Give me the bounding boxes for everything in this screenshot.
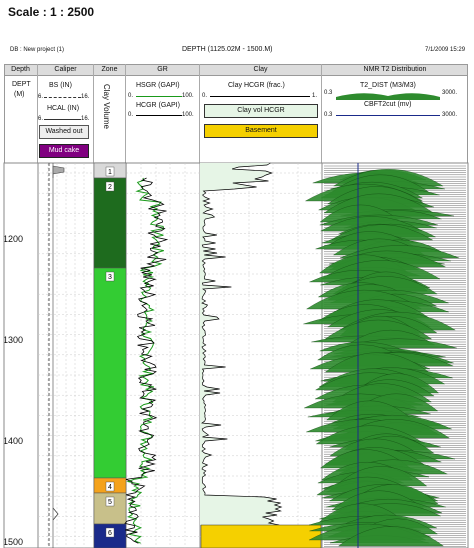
- zone-label-2: 2: [108, 184, 112, 191]
- clay-curves: [200, 162, 322, 548]
- track-title-depth[interactable]: Depth: [4, 64, 38, 76]
- hsgr-max: 100.: [182, 93, 194, 99]
- track-header-bar: [4, 64, 468, 76]
- t2-max: 3000.: [442, 90, 458, 96]
- track-title-zone[interactable]: Zone: [94, 64, 126, 76]
- date-label: 7/1/2009 15:29: [425, 47, 466, 53]
- bs-line: [44, 97, 81, 98]
- hsgr-line: [136, 96, 182, 97]
- scale-label: Scale : 1 : 2500: [8, 5, 95, 19]
- zone-band-2: [93, 177, 127, 269]
- depth-range-label: DEPTH (1125.02M - 1500.M): [182, 46, 273, 53]
- zone-band-3: [93, 267, 127, 479]
- database-label: DB : New project (1): [10, 47, 65, 53]
- zone-label-3: 3: [108, 274, 112, 281]
- zone-column: 1 2 3 4 5 6: [93, 162, 127, 548]
- depth-tick-1200: 1200: [3, 234, 24, 244]
- caliper-curves: [48, 163, 65, 548]
- bs-label: BS (IN): [49, 82, 72, 89]
- basement-fill: [200, 524, 322, 548]
- mud-cake-legend[interactable]: Mud cake: [39, 144, 89, 158]
- clay-max: 1.: [312, 93, 318, 99]
- clay-volume-label: Clay Volume: [102, 84, 111, 129]
- hcgr-label: HCGR (GAPI): [136, 102, 180, 109]
- clay-header-panel: Clay HCGR (frac.) 0. 1. Clay vol HCGR Ba…: [200, 76, 322, 163]
- basement-legend[interactable]: Basement: [204, 124, 318, 138]
- hcgr-max: 100.: [182, 112, 194, 118]
- depth-header-panel: DEPT (M): [4, 76, 38, 163]
- hcal-label: HCAL (IN): [47, 105, 80, 112]
- depth-tick-1300: 1300: [3, 335, 24, 345]
- caliper-header-panel: BS (IN) 6. 16. HCAL (IN) 6. 16. Washed o…: [38, 76, 94, 163]
- clay-hcgr-line: [210, 96, 310, 97]
- depth-curve-label: DEPT: [12, 81, 31, 88]
- track-title-caliper[interactable]: Caliper: [38, 64, 94, 76]
- clay-vol-legend[interactable]: Clay vol HCGR: [204, 104, 318, 118]
- hcgr-min: 0.: [128, 112, 134, 118]
- t2-min: 0.3: [324, 90, 333, 96]
- bs-max: 16.: [81, 94, 90, 100]
- clay-hcgr-curve: [201, 162, 283, 526]
- clay-hcgr-label: Clay HCGR (frac.): [228, 82, 285, 89]
- zone-label-1: 1: [108, 169, 112, 176]
- hcal-line: [44, 119, 81, 120]
- cbft2cut-label: CBFT2cut (mv): [364, 101, 412, 108]
- hsgr-label: HSGR (GAPI): [136, 82, 180, 89]
- clay-min: 0.: [202, 93, 208, 99]
- gr-curves: [124, 177, 169, 544]
- track-title-clay[interactable]: Clay: [200, 64, 322, 76]
- hcal-max: 16.: [81, 116, 90, 122]
- hcgr-curve: [124, 177, 169, 544]
- depth-tick-1500: 1500: [3, 537, 24, 547]
- bs-min: 6.: [38, 94, 44, 100]
- track-grid: [38, 163, 322, 548]
- zone-label-4: 4: [108, 484, 112, 491]
- track-title-nmr[interactable]: NMR T2 Distribution: [363, 66, 427, 73]
- t2-legend-glyph: [336, 93, 440, 100]
- nmr-header-panel: T2_DIST (M3/M3) 0.3 3000. CBFT2cut (mv) …: [322, 76, 468, 163]
- zone-label-5: 5: [108, 499, 112, 506]
- cut-max: 3000.: [442, 112, 458, 118]
- depth-unit-label: (M): [14, 91, 25, 98]
- gr-header-panel: HSGR (GAPI) 0. 100. HCGR (GAPI) 0. 100.: [126, 76, 200, 163]
- depth-tick-1400: 1400: [3, 436, 24, 446]
- hcgr-line: [136, 115, 182, 116]
- zone-header-panel: Clay Volume: [94, 76, 126, 163]
- t2-dist-label: T2_DIST (M3/M3): [360, 82, 416, 89]
- track-title-gr[interactable]: GR: [126, 64, 200, 76]
- cut-line: [336, 115, 440, 116]
- nmr-t2-distribution: [303, 163, 466, 548]
- cut-min: 0.3: [324, 112, 333, 118]
- hsgr-curve: [126, 177, 165, 544]
- washed-out-legend[interactable]: Washed out: [39, 125, 89, 139]
- zone-label-6: 6: [108, 530, 112, 537]
- hsgr-min: 0.: [128, 93, 134, 99]
- hcal-min: 6.: [38, 116, 44, 122]
